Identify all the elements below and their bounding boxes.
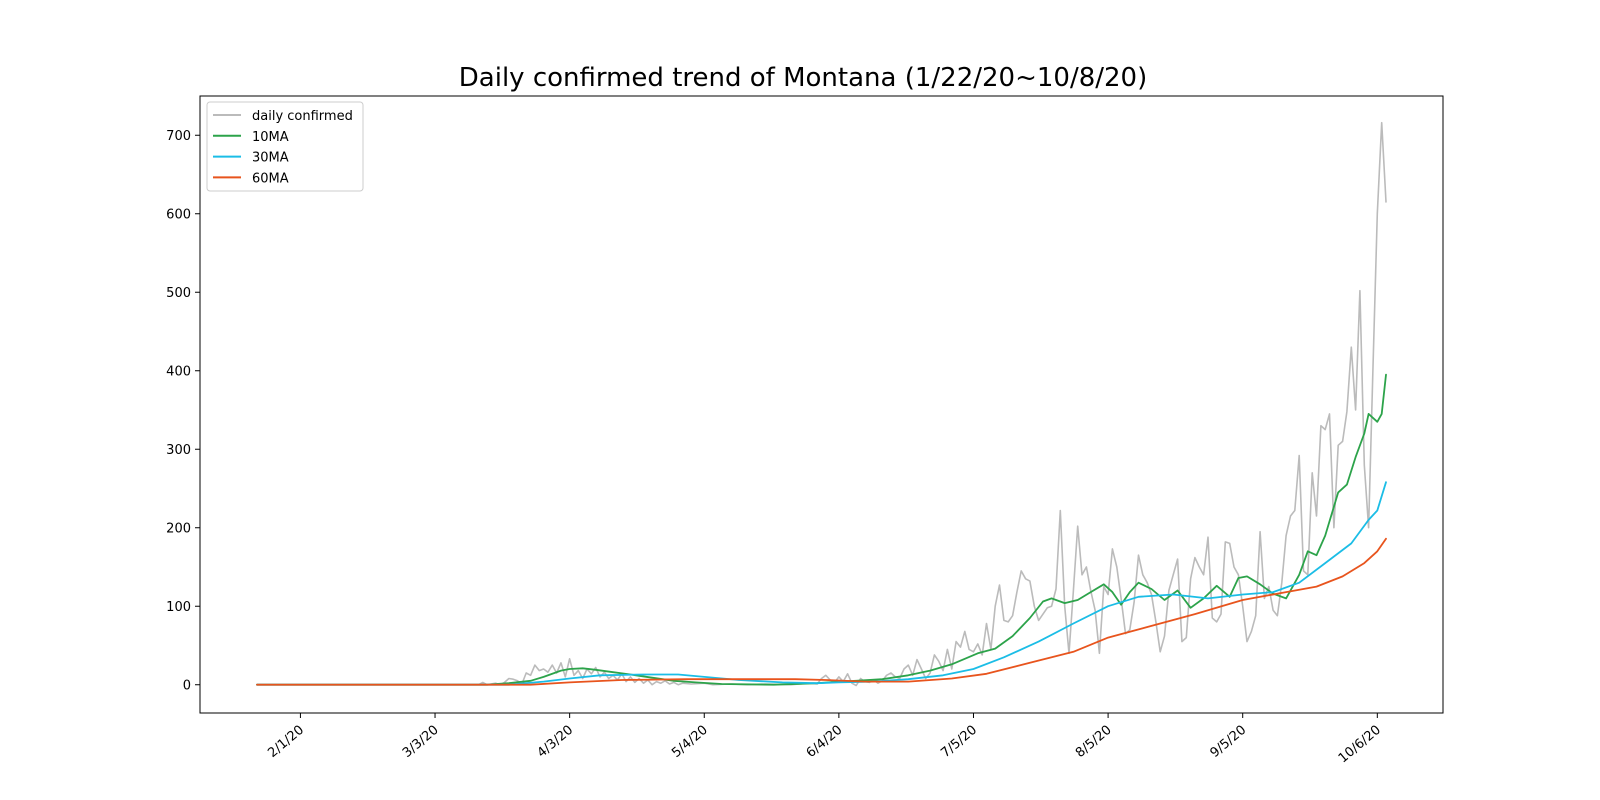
y-tick-label: 200 (166, 522, 191, 537)
y-tick-label: 400 (166, 365, 191, 380)
y-tick-label: 600 (166, 208, 191, 223)
x-tick-label: 2/1/20 (265, 723, 307, 761)
y-tick-label: 700 (166, 129, 191, 144)
series-lines (256, 121, 1387, 687)
series-line-10ma (256, 373, 1387, 686)
x-tick-label: 3/3/20 (400, 723, 442, 761)
x-tick-label: 10/6/20 (1336, 723, 1384, 767)
x-tick-label: 5/4/20 (669, 723, 711, 761)
legend-label: 30MA (252, 151, 289, 166)
series-line-daily-confirmed (256, 121, 1387, 687)
legend-frame (206, 101, 364, 192)
x-tick-label: 6/4/20 (804, 723, 846, 761)
legend-label: 10MA (252, 130, 289, 145)
plot-area (199, 95, 1444, 714)
y-tick-label: 300 (166, 443, 191, 458)
x-tick-label: 8/5/20 (1073, 723, 1115, 761)
legend-label: 60MA (252, 171, 289, 186)
legend: daily confirmed 10MA 30MA 60MA (206, 101, 364, 192)
x-tick-label: 7/5/20 (938, 723, 980, 761)
y-tick-label: 500 (166, 286, 191, 301)
x-tick-label: 4/3/20 (535, 723, 577, 761)
series-line-30ma (256, 481, 1387, 686)
series-line-60ma (256, 537, 1387, 686)
chart-title: Daily confirmed trend of Montana (1/22/2… (459, 63, 1147, 93)
y-tick-label: 0 (183, 679, 191, 694)
legend-label: daily confirmed (252, 109, 353, 124)
x-axis: 2/1/20 3/3/20 4/3/20 5/4/20 6/4/20 7/5/20 8/5/… (265, 713, 1384, 766)
y-tick-label: 100 (166, 600, 191, 615)
x-tick-label: 9/5/20 (1208, 723, 1250, 761)
y-axis: 0 100 200 300 400 500 600 700 (166, 129, 200, 694)
